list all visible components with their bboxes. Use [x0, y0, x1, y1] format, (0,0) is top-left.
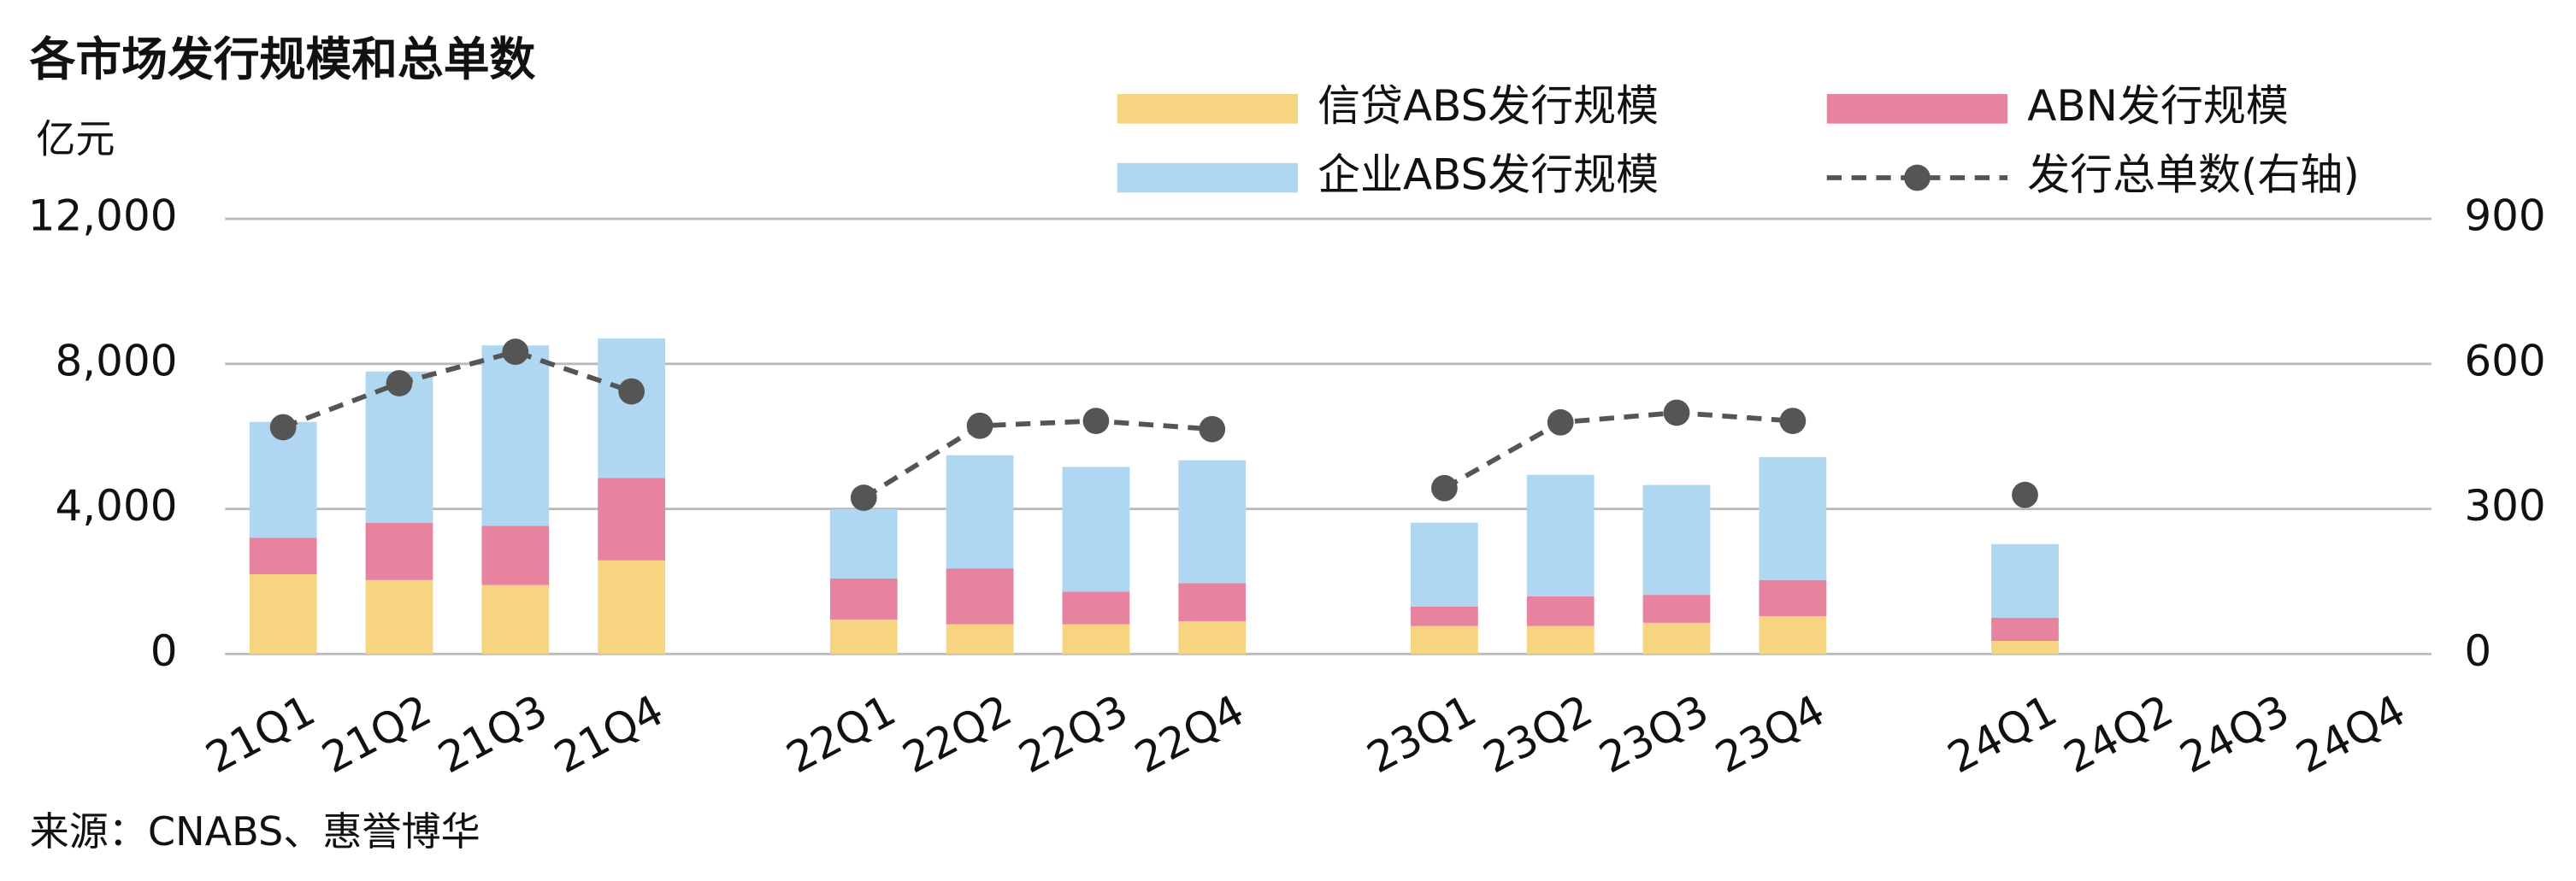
bar-segment	[249, 421, 317, 538]
bar-segment	[946, 624, 1014, 655]
bar-segment	[1411, 626, 1478, 655]
legend-label: 信贷ABS发行规模	[1317, 81, 1659, 131]
bar-segment	[1062, 591, 1130, 625]
bar-segment	[829, 619, 898, 655]
bar-segment	[1642, 622, 1711, 655]
line-marker	[1779, 408, 1807, 434]
bar-segment	[1759, 616, 1827, 655]
bar-segment	[946, 455, 1014, 569]
bar-segment	[365, 522, 433, 580]
bar-segment	[1991, 641, 2059, 655]
bar-segment	[1526, 596, 1595, 626]
bar-segment	[1759, 456, 1827, 580]
line-marker	[2012, 481, 2038, 508]
bar-segment	[1062, 624, 1130, 655]
y-tick-label: 12,000	[28, 191, 178, 241]
bar-segment	[1178, 583, 1247, 622]
source: 来源：CNABS、惠誉博华	[30, 808, 480, 855]
line-marker	[966, 412, 993, 439]
line-marker	[1082, 408, 1110, 434]
bar-segment	[1991, 617, 2059, 642]
bar-segment	[1759, 579, 1827, 617]
legend-label: ABN发行规模	[2027, 81, 2289, 131]
bar-segment	[598, 338, 666, 479]
bar-segment	[1526, 474, 1595, 596]
bar-segment	[249, 537, 317, 574]
line-marker	[1199, 415, 1226, 443]
y2-tick-label: 900	[2464, 191, 2545, 241]
line-marker	[850, 485, 877, 511]
bar-segment	[946, 568, 1014, 625]
legend-swatch	[1117, 162, 1299, 193]
bar-segment	[365, 371, 433, 523]
y-axis-label: 亿元	[36, 115, 115, 162]
legend-swatch	[1117, 94, 1299, 124]
bar-segment	[481, 584, 550, 655]
bar-segment	[1178, 460, 1247, 584]
bar-segment	[1642, 595, 1711, 623]
bar-segment	[829, 508, 898, 579]
bar-segment	[1062, 467, 1130, 592]
bar-segment	[249, 573, 317, 655]
line-marker	[618, 378, 645, 405]
bar-segment	[1178, 621, 1247, 655]
bar-segment	[1411, 606, 1478, 626]
y-tick-label: 4,000	[56, 481, 178, 531]
y-tick-label: 8,000	[56, 336, 178, 385]
bar-segment	[365, 579, 433, 655]
bar-segment	[1411, 522, 1478, 607]
y2-tick-label: 300	[2464, 481, 2545, 531]
line-marker	[269, 414, 297, 441]
bar-segment	[1991, 543, 2059, 618]
line-marker	[1663, 399, 1690, 426]
line-marker	[1431, 474, 1458, 502]
bar-segment	[481, 345, 550, 526]
bar-segment	[829, 579, 898, 620]
line-marker	[386, 370, 413, 396]
bar-segment	[598, 478, 666, 561]
y-tick-label: 0	[150, 626, 178, 676]
line-marker	[502, 338, 529, 366]
bar-segment	[1642, 485, 1711, 596]
y2-tick-label: 600	[2464, 336, 2545, 385]
legend-swatch	[1826, 94, 2008, 124]
chart-title: 各市场发行规模和总单数	[30, 32, 536, 86]
bar-segment	[598, 560, 666, 655]
line-marker	[1547, 408, 1574, 436]
legend-label: 企业ABS发行规模	[1317, 150, 1659, 200]
y2-tick-label: 0	[2464, 626, 2491, 676]
bar-segment	[1526, 626, 1595, 655]
legend-label: 发行总单数(右轴)	[2027, 150, 2360, 200]
bar-segment	[481, 526, 550, 585]
legend-marker	[1904, 164, 1931, 191]
